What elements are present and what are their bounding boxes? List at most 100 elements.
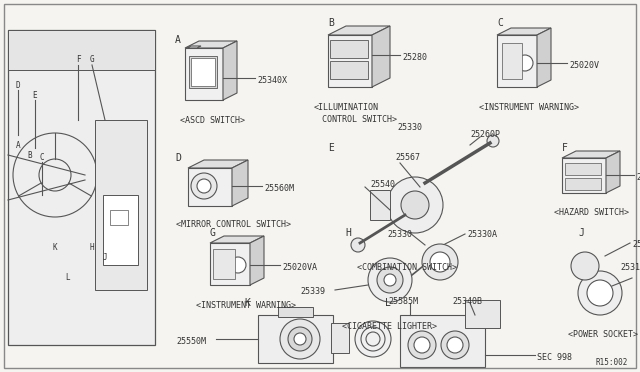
Text: <CIGARETTE LIGHTER>: <CIGARETTE LIGHTER> <box>342 322 437 331</box>
Circle shape <box>351 238 365 252</box>
Text: D: D <box>175 153 181 163</box>
Circle shape <box>368 258 412 302</box>
Text: B: B <box>328 18 334 28</box>
Text: <POWER SOCKET>: <POWER SOCKET> <box>568 330 638 339</box>
Text: C: C <box>497 18 503 28</box>
Text: 25280: 25280 <box>402 53 427 62</box>
Text: L: L <box>66 273 70 282</box>
Bar <box>95 120 147 290</box>
Bar <box>502 43 522 79</box>
Polygon shape <box>537 28 551 87</box>
Polygon shape <box>210 243 250 285</box>
Polygon shape <box>185 41 237 48</box>
Polygon shape <box>250 236 264 285</box>
Circle shape <box>578 271 622 315</box>
Text: SEC 998: SEC 998 <box>537 353 572 362</box>
Circle shape <box>517 55 533 71</box>
Text: K: K <box>244 298 250 308</box>
Circle shape <box>414 337 430 353</box>
Text: 25260P: 25260P <box>470 130 500 139</box>
Text: H: H <box>90 244 94 253</box>
Circle shape <box>430 252 450 272</box>
Polygon shape <box>223 41 237 100</box>
Text: <MIRROR CONTROL SWITCH>: <MIRROR CONTROL SWITCH> <box>176 220 291 229</box>
Polygon shape <box>232 160 248 206</box>
Text: <COMBINATION SWITCH>: <COMBINATION SWITCH> <box>357 263 457 272</box>
Polygon shape <box>606 151 620 193</box>
Text: 25340X: 25340X <box>257 76 287 85</box>
Text: <INSTRUMENT WARNING>: <INSTRUMENT WARNING> <box>196 301 296 310</box>
Text: R15:002: R15:002 <box>595 358 627 367</box>
Polygon shape <box>372 26 390 87</box>
Text: A: A <box>175 35 181 45</box>
Circle shape <box>384 274 396 286</box>
Text: <ILLUMINATION: <ILLUMINATION <box>314 103 379 112</box>
Text: G: G <box>210 228 216 238</box>
Polygon shape <box>328 35 372 87</box>
Text: 25330: 25330 <box>397 123 422 132</box>
Text: H: H <box>345 228 351 238</box>
Circle shape <box>487 135 499 147</box>
Circle shape <box>441 331 469 359</box>
Text: CONTROL SWITCH>: CONTROL SWITCH> <box>322 115 397 124</box>
Text: C: C <box>40 154 44 163</box>
Polygon shape <box>497 35 537 87</box>
Bar <box>565 178 601 190</box>
Circle shape <box>355 321 391 357</box>
Bar <box>258 315 333 363</box>
Circle shape <box>401 191 429 219</box>
Bar <box>213 249 235 279</box>
Text: 25020VA: 25020VA <box>282 263 317 272</box>
Text: 25540: 25540 <box>370 180 395 189</box>
Circle shape <box>571 252 599 280</box>
Bar <box>465 300 500 328</box>
Polygon shape <box>188 168 232 206</box>
Circle shape <box>387 177 443 233</box>
Bar <box>103 195 138 265</box>
Polygon shape <box>562 158 606 193</box>
Bar <box>8 30 155 345</box>
Polygon shape <box>185 48 223 100</box>
Text: K: K <box>52 244 58 253</box>
Circle shape <box>408 331 436 359</box>
Text: E: E <box>328 143 334 153</box>
Text: J: J <box>102 253 108 263</box>
Polygon shape <box>328 26 390 35</box>
Circle shape <box>587 280 613 306</box>
Text: B: B <box>28 151 32 160</box>
Polygon shape <box>562 151 620 158</box>
Text: 25312M: 25312M <box>620 263 640 272</box>
Text: L: L <box>385 298 391 308</box>
Bar <box>191 58 215 86</box>
Circle shape <box>191 173 217 199</box>
Circle shape <box>422 244 458 280</box>
Bar <box>278 307 313 317</box>
Text: <HAZARD SWITCH>: <HAZARD SWITCH> <box>554 208 629 217</box>
Circle shape <box>294 333 306 345</box>
Bar <box>110 210 128 225</box>
Text: <ASCD SWITCH>: <ASCD SWITCH> <box>180 116 245 125</box>
Text: J: J <box>578 228 584 238</box>
Circle shape <box>377 267 403 293</box>
Bar <box>330 61 368 79</box>
Circle shape <box>197 179 211 193</box>
Bar <box>565 163 601 175</box>
Circle shape <box>447 337 463 353</box>
Bar <box>370 190 390 220</box>
Text: 25020V: 25020V <box>569 61 599 70</box>
Circle shape <box>230 257 246 273</box>
Text: 25330C: 25330C <box>632 240 640 249</box>
Text: D: D <box>16 80 20 90</box>
Text: F: F <box>76 55 80 64</box>
Bar <box>330 40 368 58</box>
Text: 25340B: 25340B <box>452 297 482 306</box>
Text: 25585M: 25585M <box>388 297 418 306</box>
Bar <box>400 315 485 367</box>
Polygon shape <box>210 236 264 243</box>
Text: A: A <box>16 141 20 150</box>
Text: 25560M: 25560M <box>264 184 294 193</box>
Bar <box>331 323 349 353</box>
Text: G: G <box>90 55 94 64</box>
Text: 25330A: 25330A <box>467 230 497 239</box>
Text: E: E <box>33 90 37 99</box>
